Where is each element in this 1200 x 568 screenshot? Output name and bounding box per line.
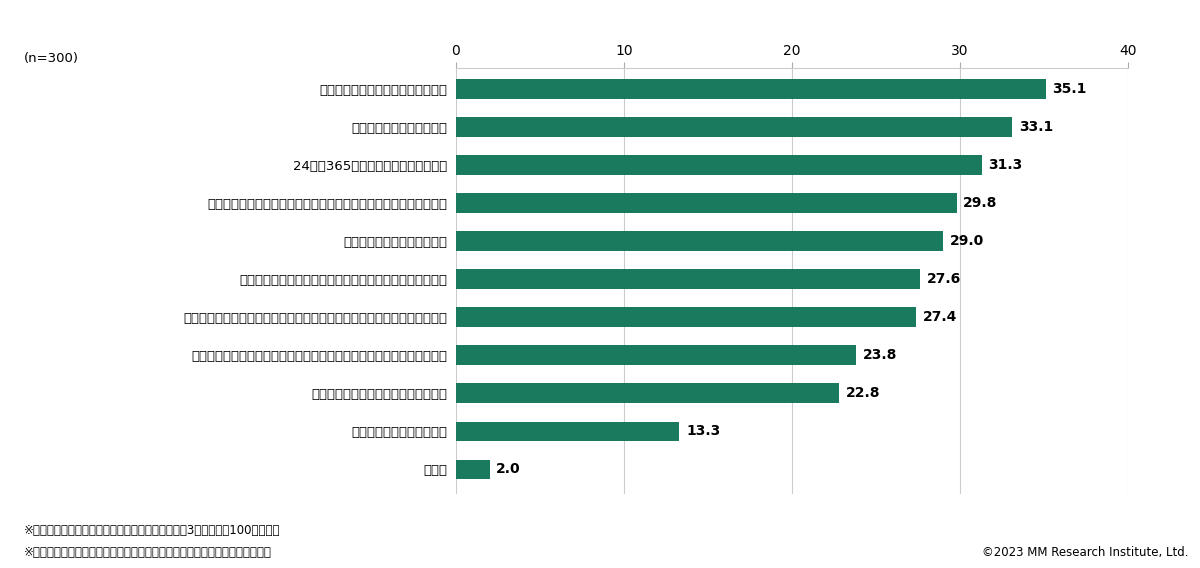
Text: (n=300): (n=300): [24, 52, 79, 65]
Bar: [456, 421, 679, 441]
Text: 22.8: 22.8: [846, 386, 881, 400]
Text: 31.3: 31.3: [989, 158, 1022, 172]
Text: 2.0: 2.0: [497, 462, 521, 477]
Bar: [456, 460, 490, 479]
Bar: [456, 79, 1045, 99]
Text: 29.8: 29.8: [964, 196, 997, 210]
Text: 33.1: 33.1: [1019, 120, 1054, 134]
Text: 35.1: 35.1: [1052, 82, 1087, 96]
Bar: [456, 193, 956, 213]
Bar: [456, 117, 1012, 137]
Text: ©2023 MM Research Institute, Ltd.: ©2023 MM Research Institute, Ltd.: [982, 546, 1188, 559]
Bar: [456, 269, 919, 289]
Bar: [456, 383, 839, 403]
Text: 13.3: 13.3: [686, 424, 720, 438]
Text: 23.8: 23.8: [863, 348, 896, 362]
Text: 27.4: 27.4: [923, 310, 958, 324]
Text: 27.6: 27.6: [926, 272, 961, 286]
Text: 29.0: 29.0: [950, 234, 984, 248]
Bar: [456, 231, 943, 251]
Text: ※カーシェアを「利用したことがある」と回答した3都府県の各100人が対象: ※カーシェアを「利用したことがある」と回答した3都府県の各100人が対象: [24, 524, 281, 537]
Text: ※算出に際し、サンプル数を人口比率に合わせるウェイトバックを行っている: ※算出に際し、サンプル数を人口比率に合わせるウェイトバックを行っている: [24, 546, 272, 559]
Bar: [456, 155, 982, 175]
Bar: [456, 345, 856, 365]
Bar: [456, 307, 917, 327]
